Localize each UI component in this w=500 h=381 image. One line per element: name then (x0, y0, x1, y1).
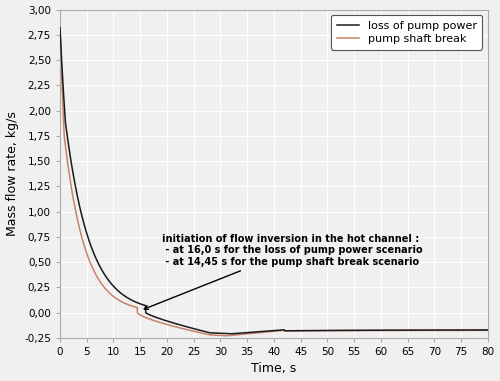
Line: pump shaft break: pump shaft break (60, 28, 488, 336)
X-axis label: Time, s: Time, s (252, 362, 296, 375)
loss of pump power (485, 328, 491, 332)
pump shaft break (63, 150, 69, 154)
pump shaft break (124, 302, 130, 306)
loss of pump power (420, 328, 426, 332)
loss of pump power (65, 140, 71, 145)
pump shaft break (223, 333, 229, 338)
Legend: loss of pump power, pump shaft break: loss of pump power, pump shaft break (331, 15, 482, 50)
loss of pump power (63, 126, 69, 130)
pump shaft break (57, 26, 63, 30)
loss of pump power (124, 295, 130, 299)
Line: loss of pump power: loss of pump power (60, 28, 488, 334)
pump shaft break (65, 165, 71, 169)
pump shaft break (102, 286, 108, 290)
Y-axis label: Mass flow rate, kg/s: Mass flow rate, kg/s (6, 111, 18, 236)
Text: initiation of flow inversion in the hot channel :
 - at 16,0 s for the loss of p: initiation of flow inversion in the hot … (144, 234, 422, 309)
pump shaft break (485, 328, 491, 333)
pump shaft break (420, 328, 426, 333)
pump shaft break (180, 326, 186, 331)
loss of pump power (228, 331, 234, 336)
loss of pump power (180, 323, 186, 328)
loss of pump power (102, 273, 108, 277)
loss of pump power (57, 26, 63, 30)
